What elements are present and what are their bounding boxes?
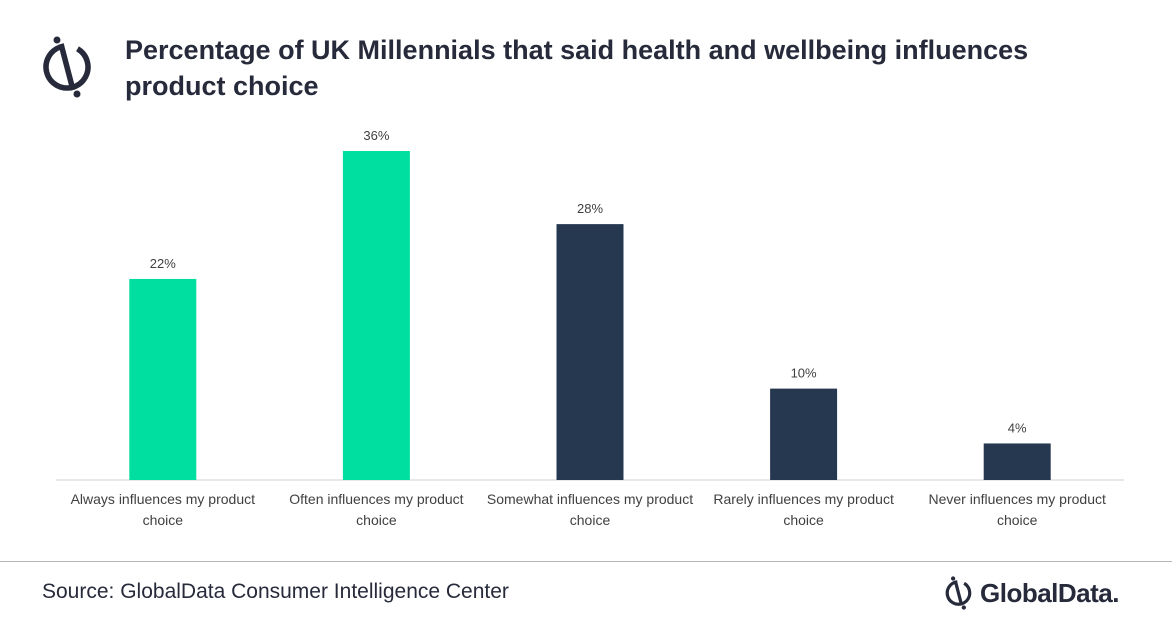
bar [129, 278, 197, 480]
chart-title: Percentage of UK Millennials that said h… [125, 35, 1029, 101]
data-label: 22% [150, 256, 176, 271]
brand-logo: GlobalData. [944, 576, 1119, 610]
data-label: 36% [363, 128, 389, 143]
category-label: Often influences my product choice [289, 491, 464, 528]
bar [770, 388, 838, 480]
bar [342, 151, 410, 480]
category-label: Never influences my product choice [928, 491, 1106, 528]
brand-name: GlobalData. [980, 577, 1119, 608]
category-label: Somewhat influences my product choice [486, 491, 694, 528]
bar [983, 443, 1051, 480]
data-label: 10% [791, 366, 817, 381]
bar-chart: 22% 36% 28% 10% 4% [56, 128, 1124, 481]
category-label: Always influences my product choice [70, 491, 255, 528]
category-label: Rarely influences my product choice [713, 491, 894, 528]
globaldata-mark-icon [945, 576, 972, 610]
footer-divider [0, 561, 1172, 562]
bar [556, 224, 624, 480]
data-label: 4% [1008, 420, 1027, 435]
source-note: Source: GlobalData Consumer Intelligence… [42, 580, 509, 603]
globaldata-logo-icon [43, 36, 91, 98]
data-label: 28% [577, 201, 603, 216]
